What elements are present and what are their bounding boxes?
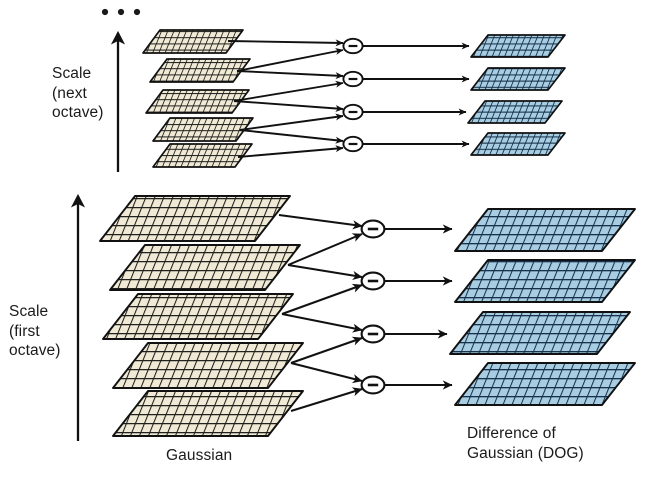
dog-plate (454, 208, 636, 252)
subtract-node (360, 219, 386, 239)
octave-first-dog-arrows (385, 224, 453, 390)
gaussian-plate (112, 342, 304, 389)
octave-next-subtract-nodes (342, 37, 364, 153)
scale-next-octave-label: Scale (next octave) (52, 65, 104, 122)
subtract-node (342, 103, 364, 121)
gaussian-plate (142, 29, 244, 54)
octave-next-gaussian-stack (142, 29, 254, 168)
octave-first-subtract-nodes (360, 219, 386, 395)
scale-first-octave-label: Scale (first octave) (9, 303, 61, 360)
difference-of-gaussian-column-label: Difference of Gaussian (DOG) (467, 425, 584, 463)
octave-next-subtract-connectors (227, 39, 344, 158)
gaussian-plate (112, 390, 304, 437)
dog-plate (454, 362, 636, 406)
octave-next-dog-arrows (363, 42, 470, 148)
subtract-node (360, 324, 386, 344)
gaussian-plate (102, 293, 294, 340)
dog-plate (449, 311, 631, 355)
dog-plate (467, 100, 563, 124)
octave-first-gaussian-stack (99, 195, 304, 437)
subtract-node (342, 135, 364, 153)
octave-first-subtract-connectors (278, 214, 363, 412)
dog-plate (470, 67, 566, 91)
octave-next-dog-stack (467, 34, 566, 156)
gaussian-plate (152, 117, 254, 142)
gaussian-plate (152, 143, 253, 168)
gaussian-column-label: Gaussian (166, 447, 233, 464)
gaussian-plate (145, 89, 250, 114)
subtract-node (342, 37, 364, 55)
dog-plate (454, 259, 636, 303)
dog-plate (470, 132, 566, 156)
gaussian-plate (149, 58, 251, 83)
dog-plate (470, 34, 566, 58)
octave-first-dog-stack (449, 208, 636, 406)
subtract-node (342, 70, 364, 88)
subtract-node (360, 375, 386, 395)
gaussian-plate (109, 244, 301, 291)
continuation-dots (101, 8, 141, 16)
subtract-node (360, 271, 386, 291)
gaussian-plate (99, 195, 291, 242)
